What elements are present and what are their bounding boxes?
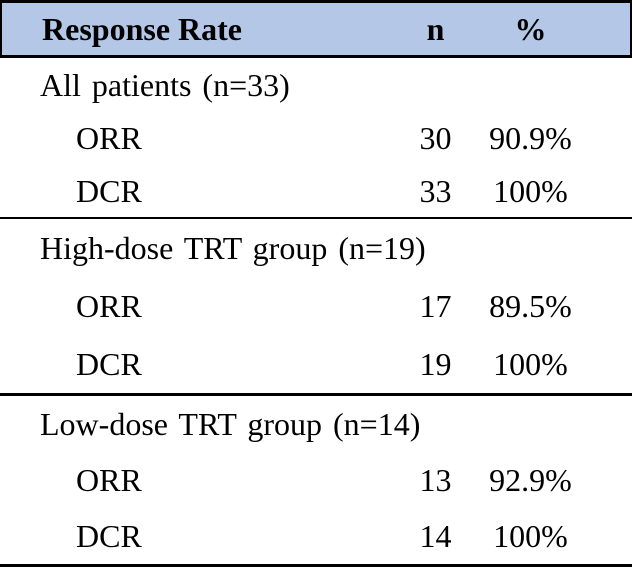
table-row-orr: ORR 17 89.5% bbox=[0, 277, 632, 335]
row-n-value: 30 bbox=[419, 119, 452, 156]
section-low-dose: Low-dose TRT group (n=14) ORR 13 92.9% D… bbox=[0, 396, 632, 567]
row-pct-value: 100% bbox=[493, 518, 568, 554]
row-label: DCR bbox=[76, 172, 142, 209]
section-all-patients: All patients (n=33) ORR 30 90.9% DCR 33 … bbox=[0, 58, 632, 219]
group-row: Low-dose TRT group (n=14) bbox=[0, 396, 632, 452]
row-pct-value: 100% bbox=[493, 346, 568, 382]
row-pct-value: 90.9% bbox=[489, 119, 572, 156]
header-percent: % bbox=[514, 11, 547, 47]
group-label: Low-dose TRT group (n=14) bbox=[40, 406, 421, 442]
table-row-dcr: DCR 19 100% bbox=[0, 335, 632, 393]
group-label: High-dose TRT group (n=19) bbox=[40, 230, 426, 266]
row-label: ORR bbox=[76, 288, 142, 324]
table-row-dcr: DCR 14 100% bbox=[0, 508, 632, 564]
row-n-value: 13 bbox=[419, 462, 452, 498]
row-n-value: 33 bbox=[419, 172, 452, 209]
row-n-value: 17 bbox=[419, 288, 452, 324]
row-pct-value: 92.9% bbox=[489, 462, 572, 498]
row-pct-value: 89.5% bbox=[489, 288, 572, 324]
group-label: All patients (n=33) bbox=[40, 66, 290, 103]
row-label: ORR bbox=[76, 462, 142, 498]
header-response-rate: Response Rate bbox=[42, 11, 242, 47]
row-label: DCR bbox=[76, 346, 142, 382]
group-row: High-dose TRT group (n=19) bbox=[0, 219, 632, 277]
table-header-row: Response Rate n % bbox=[0, 0, 632, 58]
row-pct-value: 100% bbox=[493, 172, 568, 209]
header-n: n bbox=[426, 11, 445, 47]
group-row: All patients (n=33) bbox=[0, 58, 632, 111]
section-high-dose: High-dose TRT group (n=19) ORR 17 89.5% … bbox=[0, 219, 632, 396]
table-row-dcr: DCR 33 100% bbox=[0, 164, 632, 217]
row-n-value: 19 bbox=[419, 346, 452, 382]
row-label: DCR bbox=[76, 518, 142, 554]
table-row-orr: ORR 13 92.9% bbox=[0, 452, 632, 508]
table-row-orr: ORR 30 90.9% bbox=[0, 111, 632, 164]
row-label: ORR bbox=[76, 119, 142, 156]
row-n-value: 14 bbox=[419, 518, 452, 554]
